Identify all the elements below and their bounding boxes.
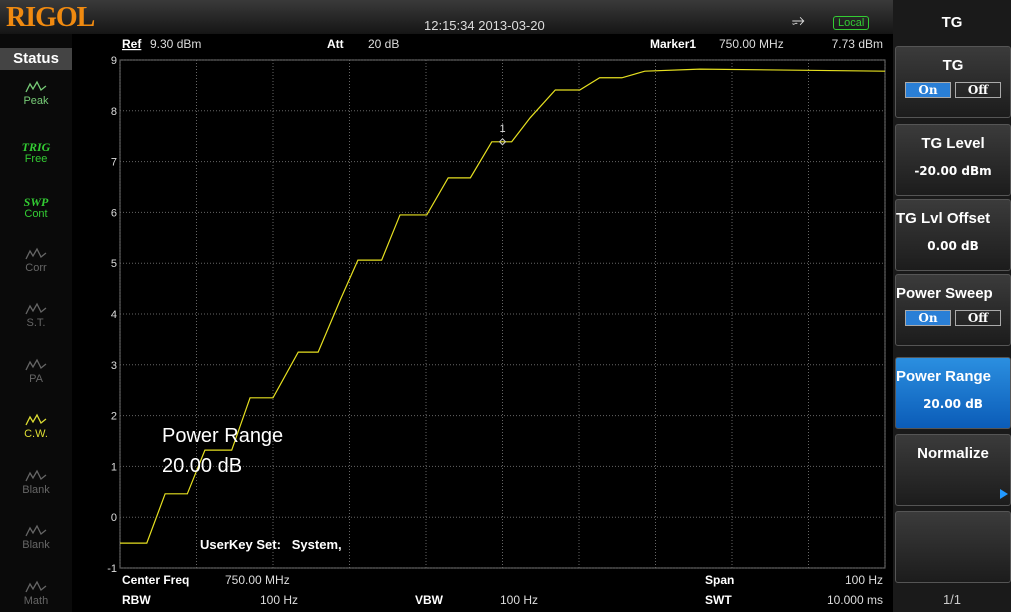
status-item: Peak: [0, 80, 72, 107]
status-label: PA: [29, 372, 43, 385]
footer-label: Center Freq: [122, 573, 189, 587]
y-tick-label: 3: [111, 360, 117, 372]
status-icon: [25, 580, 47, 592]
att-label: Att: [327, 37, 344, 51]
footer-label: Span: [705, 573, 734, 587]
trace: [120, 68, 886, 544]
switch-on[interactable]: On: [905, 82, 951, 98]
menu-panel: TG TG On Off TG Level -20.00 dBm TG Lvl Offse…: [893, 0, 1011, 612]
status-item: S.T.: [0, 302, 72, 329]
menu-button[interactable]: [895, 511, 1011, 583]
status-icon: [25, 413, 47, 426]
footer-label: RBW: [122, 593, 151, 607]
local-button[interactable]: Local: [833, 16, 870, 30]
menu-button[interactable]: TG Lvl Offset 0.00 dB: [895, 199, 1011, 271]
menu-button[interactable]: Power Sweep On Off: [895, 274, 1011, 346]
y-tick-label: 6: [111, 207, 117, 219]
status-code: TRIG: [21, 139, 51, 154]
footer-value: 100 Hz: [260, 593, 298, 607]
menu-label: Power Sweep: [896, 285, 993, 302]
marker-symbol: [498, 138, 507, 146]
switch: On Off: [896, 82, 1010, 98]
status-label: Corr: [25, 261, 47, 274]
menu-label: Normalize: [917, 445, 989, 462]
datetime: 12:15:34 2013-03-20: [424, 18, 545, 33]
y-tick-label: 1: [111, 461, 117, 473]
switch-off[interactable]: Off: [955, 310, 1001, 326]
page-indicator: 1/1: [942, 592, 962, 607]
status-label: C.W.: [24, 428, 48, 440]
status-item: Math: [0, 580, 72, 607]
menu-button[interactable]: Power Range 20.00 dB: [895, 357, 1011, 429]
status-label: Free: [24, 152, 48, 165]
usb-icon: ⭌: [792, 12, 805, 29]
switch-off[interactable]: Off: [955, 82, 1001, 98]
ref-label: Ref: [122, 37, 142, 51]
status-icon: [25, 469, 47, 481]
menu-button[interactable]: TG Level -20.00 dBm: [895, 124, 1011, 196]
menu-label: TG Level: [921, 135, 985, 152]
footer-label: VBW: [415, 593, 444, 607]
status-title: Status: [0, 48, 72, 70]
status-label: Blank: [22, 483, 50, 496]
status-item: TRIG Free: [0, 136, 72, 165]
annotation: 20.00 dB: [162, 455, 242, 477]
menu-value: -20.00 dBm: [914, 164, 992, 178]
switch: On Off: [896, 310, 1010, 326]
marker-freq: 750.00 MHz: [719, 37, 784, 51]
marker-label: 1: [499, 123, 505, 135]
footer-value: 100 Hz: [845, 573, 883, 587]
y-tick-label: 4: [111, 309, 117, 321]
status-item: Blank: [0, 469, 72, 496]
menu-title: TG: [941, 14, 963, 31]
annotation: UserKey Set: System,: [200, 537, 342, 552]
arrow: [1000, 489, 1008, 499]
trace-plot: 9 8 7 6 5 4 3 2 1 0 -1 1 Ref 9.30 dBm Att 20 dB Marker1 7…: [107, 37, 886, 607]
status-icon: [25, 524, 47, 537]
menu-label: TG: [942, 57, 964, 74]
status-panel: [0, 34, 72, 612]
annotation: Power Range: [162, 425, 283, 447]
menu-button[interactable]: Normalize: [895, 434, 1011, 506]
menu-label: Power Range: [896, 368, 992, 385]
att-value: 20 dB: [368, 37, 399, 51]
status-code: SWP: [23, 195, 49, 209]
footer-value: 750.00 MHz: [225, 573, 290, 587]
y-tick-label: 0: [111, 512, 117, 524]
logo: RIGOL: [6, 2, 95, 33]
status-label: Cont: [24, 208, 48, 220]
status-item: Corr: [0, 247, 72, 274]
status-icon: [25, 358, 47, 370]
y-tick-label: 5: [111, 258, 117, 270]
y-tick-label: -1: [107, 563, 117, 575]
status-label: Peak: [23, 95, 49, 107]
title-bar: [0, 0, 893, 34]
footer-label: SWT: [705, 593, 732, 607]
switch-on[interactable]: On: [905, 310, 951, 326]
footer-value: 100 Hz: [500, 593, 538, 607]
y-tick-label: 9: [111, 55, 117, 67]
footer-value: 10.000 ms: [827, 593, 883, 607]
menu-label: TG Lvl Offset: [896, 210, 991, 227]
status-item: C.W.: [0, 413, 72, 440]
status-icon: [25, 247, 47, 259]
status-icon: [25, 80, 47, 93]
menu-button[interactable]: TG On Off: [895, 46, 1011, 118]
marker-name: Marker1: [650, 37, 696, 51]
y-tick-label: 7: [111, 157, 117, 169]
status-icon: [25, 302, 47, 315]
status-item: PA: [0, 358, 72, 385]
menu-value: 20.00 dB: [923, 397, 983, 411]
marker-level: 7.73 dBm: [832, 37, 883, 51]
status-item: SWP Cont: [0, 191, 72, 220]
y-tick-label: 8: [111, 106, 117, 118]
y-tick-label: 2: [111, 411, 117, 423]
status-label: S.T.: [26, 317, 46, 329]
status-label: Blank: [22, 539, 50, 551]
status-label: Math: [23, 594, 49, 607]
status-item: Blank: [0, 524, 72, 551]
menu-value: 0.00 dB: [927, 239, 979, 253]
ref-value: 9.30 dBm: [150, 37, 201, 51]
